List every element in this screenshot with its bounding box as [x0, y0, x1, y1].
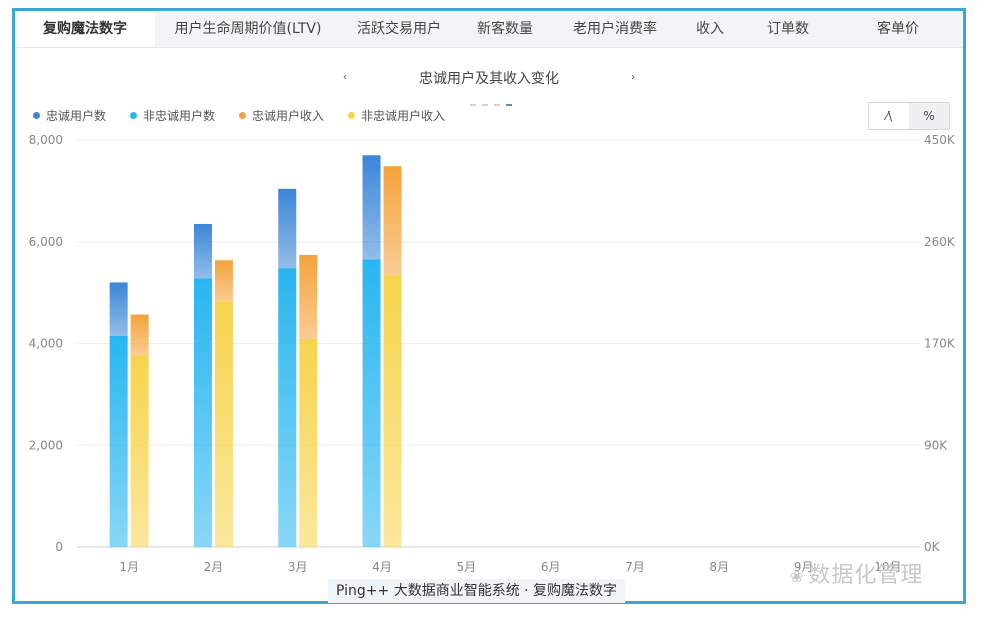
legend-swatch: [348, 112, 356, 119]
page-dot[interactable]: [494, 104, 500, 106]
bar-segment: [214, 260, 233, 302]
chart-legend: 忠诚用户数 非忠诚用户数 忠诚用户收入 非忠诚用户收入: [33, 107, 469, 124]
chart-title: 忠诚用户及其收入变化: [419, 70, 559, 87]
watermark-icon: ❀: [790, 567, 805, 586]
x-axis-tick: 6月: [541, 560, 561, 574]
bar-segment: [278, 188, 297, 269]
bar-segment: [130, 355, 149, 547]
chart-navigator: ‹ 忠诚用户及其收入变化 ›: [15, 67, 963, 88]
tab-7[interactable]: 客单价: [877, 21, 919, 37]
legend-label: 非忠诚用户数: [143, 109, 216, 123]
legend-item[interactable]: 非忠诚用户数: [130, 107, 215, 124]
x-axis-tick: 3月: [288, 560, 308, 574]
bar-segment: [299, 338, 318, 547]
x-axis-tick: 1月: [119, 560, 139, 574]
tab-4[interactable]: 老用户消费率: [573, 21, 657, 37]
x-axis-tick: 8月: [709, 560, 729, 574]
right-axis-tick: 0K: [924, 540, 941, 554]
left-axis-tick: 4,000: [29, 337, 63, 351]
bar-segment: [193, 278, 212, 547]
legend-item[interactable]: 非忠诚用户收入: [348, 107, 445, 124]
left-axis-tick: 2,000: [29, 438, 63, 452]
bar-segment: [130, 314, 149, 356]
legend-label: 非忠诚用户收入: [361, 109, 446, 123]
right-axis-tick: 90K: [924, 438, 948, 452]
tab-3[interactable]: 新客数量: [477, 21, 533, 37]
page-dot[interactable]: [482, 104, 488, 106]
x-axis-tick: 7月: [625, 560, 645, 574]
bar-segment: [109, 282, 128, 336]
bar-segment: [383, 275, 402, 547]
x-axis-tick: 5月: [457, 560, 477, 574]
page-dot[interactable]: [470, 104, 476, 106]
page-indicator: [470, 91, 518, 110]
watermark-text: 数据化管理: [808, 563, 924, 588]
next-chart-icon[interactable]: ›: [631, 72, 636, 83]
tab-1[interactable]: 用户生命周期价值(LTV): [174, 21, 322, 37]
bar-segment: [278, 268, 297, 547]
footer-caption: Ping++ 大数据商业智能系统 · 复购魔法数字: [328, 579, 626, 603]
bar-segment: [362, 155, 381, 260]
bar-chart: 0 2,000 4,000 6,000 8,000 0K 90K 170K 260K 450K 1月…: [29, 133, 956, 574]
x-axis-tick: 2月: [204, 560, 224, 574]
legend-item[interactable]: 忠诚用户数: [33, 107, 106, 124]
tab-6[interactable]: 订单数: [767, 21, 809, 37]
legend-label: 忠诚用户收入: [252, 109, 325, 123]
right-axis-tick: 450K: [924, 133, 956, 147]
bar-segment: [383, 166, 402, 276]
left-axis-tick: 0: [55, 540, 63, 554]
view-toggle: ⁄\ %: [868, 102, 950, 130]
page-dot-active[interactable]: [506, 104, 512, 106]
tab-5[interactable]: 收入: [696, 21, 724, 37]
prev-chart-icon[interactable]: ‹: [342, 72, 347, 83]
line-view-icon[interactable]: ⁄\: [869, 103, 909, 129]
chart-panel: 复购魔法数字 用户生命周期价值(LTV) 活跃交易用户 新客数量 老用户消费率 收入 订单数…: [12, 8, 966, 604]
legend-swatch: [33, 112, 40, 119]
x-axis-tick: 4月: [372, 560, 392, 574]
bar-segment: [299, 254, 318, 339]
legend-item[interactable]: 忠诚用户收入: [239, 107, 324, 124]
tab-2[interactable]: 活跃交易用户: [357, 21, 441, 37]
bar-segment: [109, 335, 128, 547]
bar-segment: [214, 301, 233, 547]
legend-label: 忠诚用户数: [46, 109, 107, 123]
watermark: ❀ 数据化管理: [790, 557, 923, 589]
left-axis-tick: 8,000: [29, 133, 63, 147]
x-axis-tick: 9月: [794, 560, 814, 574]
left-axis-tick: 6,000: [29, 235, 63, 249]
x-axis-tick: 10月: [874, 560, 901, 574]
bar-segment: [362, 259, 381, 547]
bar-segment: [193, 223, 212, 279]
legend-swatch: [130, 112, 138, 119]
tab-0[interactable]: 复购魔法数字: [15, 11, 155, 47]
legend-swatch: [239, 112, 247, 119]
right-axis-tick: 170K: [924, 337, 956, 351]
metric-tabs: 复购魔法数字 用户生命周期价值(LTV) 活跃交易用户 新客数量 老用户消费率 收入 订单数…: [15, 11, 963, 48]
percent-view-button[interactable]: %: [909, 103, 949, 129]
right-axis-tick: 260K: [924, 235, 956, 249]
